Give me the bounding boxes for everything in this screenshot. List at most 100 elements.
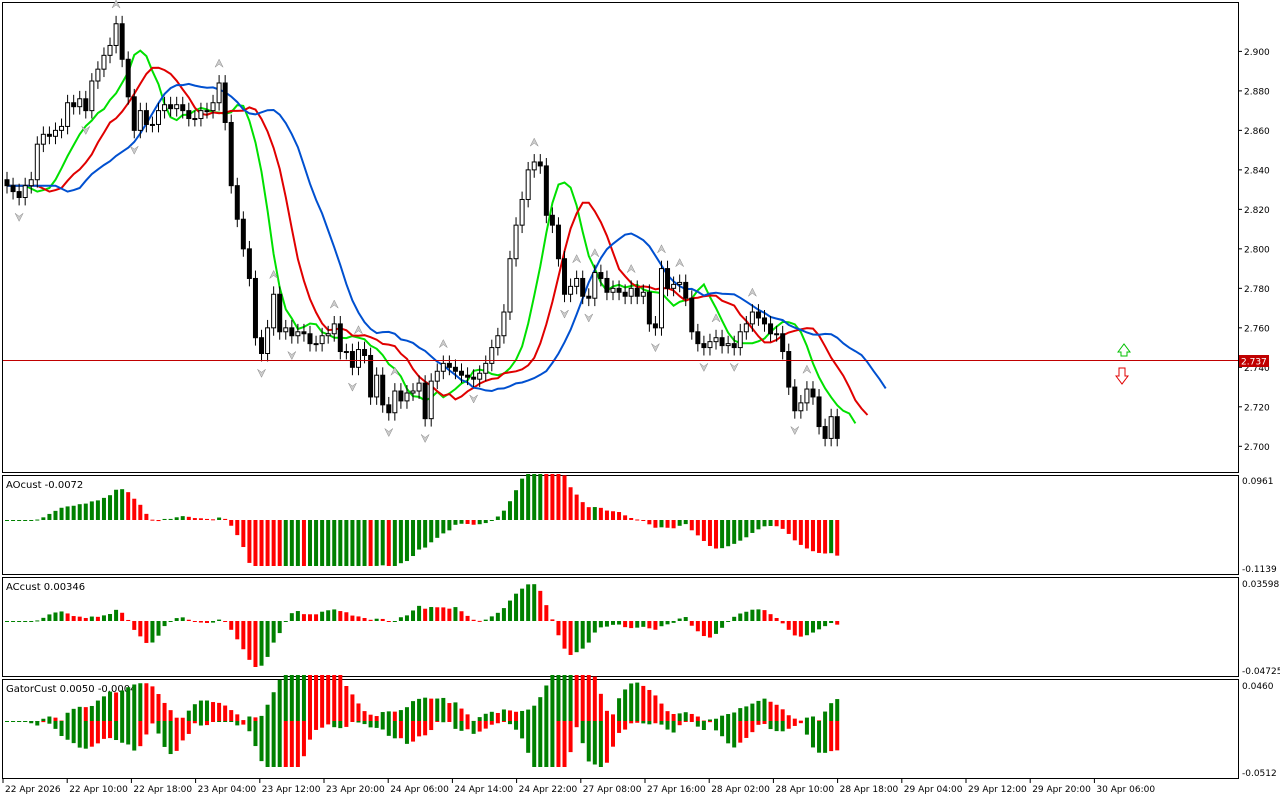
histogram-bar (471, 520, 476, 525)
histogram-bar (677, 618, 682, 621)
histogram-bar (35, 519, 40, 521)
histogram-bar (623, 515, 628, 520)
histogram-bar (568, 621, 573, 655)
histogram-bar (71, 616, 76, 621)
gator-upper-bar (283, 675, 288, 721)
histogram-bar (423, 520, 428, 548)
histogram-bar (144, 621, 149, 643)
histogram-bar (562, 475, 567, 520)
fractal-down-icon (469, 394, 478, 404)
candle-body (416, 382, 422, 392)
time-tick-label: 30 Apr 06:00 (1096, 785, 1155, 795)
gator-lower-bar (229, 721, 234, 723)
histogram-bar (429, 607, 434, 621)
candle-body (246, 248, 252, 279)
histogram-bar (786, 520, 791, 534)
gator-upper-bar (538, 697, 543, 721)
fractal-arrows (14, 0, 812, 444)
histogram-bar (720, 520, 725, 549)
ao-max-label: 0.0961 (1242, 477, 1274, 487)
candle-body (289, 327, 295, 337)
histogram-bar (798, 621, 803, 637)
candle-body (40, 133, 46, 145)
time-tick-label: 29 Apr 04:00 (904, 785, 963, 795)
histogram-bar (483, 520, 488, 524)
histogram-bar (659, 520, 664, 528)
candle-body (774, 333, 780, 336)
gator-upper-bar (77, 706, 82, 721)
histogram-bar (114, 489, 119, 520)
fractal-up-icon (529, 137, 539, 147)
histogram-bar (138, 504, 143, 520)
histogram-bar (29, 621, 34, 622)
histogram-bar (289, 520, 294, 566)
gator-lower-bar (501, 721, 506, 722)
histogram-bar (217, 619, 222, 621)
gator-lower-bar (235, 721, 240, 726)
gator-lower-bar (677, 721, 682, 726)
histogram-bar (247, 520, 252, 563)
gator-indicator-label: GatorCust 0.0050 -0.0004 (6, 684, 136, 695)
gator-lower-bar (720, 721, 725, 737)
candle-body (622, 291, 628, 297)
histogram-bar (144, 513, 149, 520)
histogram-bar (586, 621, 591, 643)
fractal-down-icon (130, 145, 139, 155)
candle-body (792, 386, 798, 412)
gator-upper-bar (423, 697, 428, 721)
candle-body (683, 281, 689, 299)
ao-panel[interactable]: AOcust -0.0072 0.0961 -0.1139 (2, 474, 1278, 575)
histogram-bar (823, 520, 828, 554)
time-tick-label: 23 Apr 12:00 (262, 785, 321, 795)
gator-upper-bar (653, 695, 658, 721)
gator-upper-bar (174, 717, 179, 721)
gator-lower-bar (417, 721, 422, 737)
histogram-bar (101, 497, 106, 520)
candle-body (828, 416, 834, 439)
histogram-bar (5, 621, 9, 622)
gator-panel[interactable]: GatorCust 0.0050 -0.0004 0.0460 -0.0512 (2, 675, 1277, 779)
histogram-bar (744, 611, 749, 621)
histogram-bar (71, 505, 76, 520)
gator-upper-bar (489, 711, 494, 721)
candle-body (477, 372, 483, 380)
candle-body (707, 341, 713, 349)
histogram-bar (180, 617, 185, 621)
histogram-bar (441, 607, 446, 621)
fractal-up-icon (657, 244, 666, 253)
gator-lower-bar (544, 721, 549, 767)
ac-panel[interactable]: ACcust 0.00346 0.03598 -0.04725 (2, 577, 1280, 678)
histogram-bar (744, 520, 749, 538)
gator-upper-bar (744, 706, 749, 721)
candle-body (422, 382, 428, 420)
candle-body (349, 351, 355, 368)
gator-upper-bar (114, 692, 119, 721)
candle-body (459, 370, 464, 376)
gator-lower-bar (253, 721, 258, 747)
histogram-bar (326, 610, 331, 621)
histogram-bar (562, 621, 567, 649)
gator-lower-bar (435, 721, 440, 722)
fractal-down-icon (790, 426, 800, 436)
histogram-bar (344, 520, 349, 566)
gator-upper-bar (726, 714, 731, 721)
jaw-line (7, 82, 887, 393)
histogram-bar (156, 520, 161, 522)
gator-upper-bar (144, 683, 149, 721)
histogram-bar (544, 474, 549, 520)
histogram-bar (392, 621, 397, 622)
gator-upper-bar (368, 714, 373, 721)
gator-lower-bar (198, 721, 203, 726)
gator-lower-bar (71, 721, 76, 744)
main-price-panel[interactable]: 2.900 2.880 2.860 2.840 2.820 2.800 2.780 2.760… (2, 0, 1271, 473)
gator-lower-bar (108, 721, 113, 739)
gator-lower-bar (447, 721, 452, 722)
candle-body (665, 268, 671, 289)
candle-body (586, 295, 592, 299)
candle-body (186, 110, 192, 120)
histogram-bar (374, 618, 379, 621)
gator-lower-bar (308, 721, 312, 740)
gator-lower-bar (726, 721, 731, 744)
histogram-bar (47, 614, 52, 621)
